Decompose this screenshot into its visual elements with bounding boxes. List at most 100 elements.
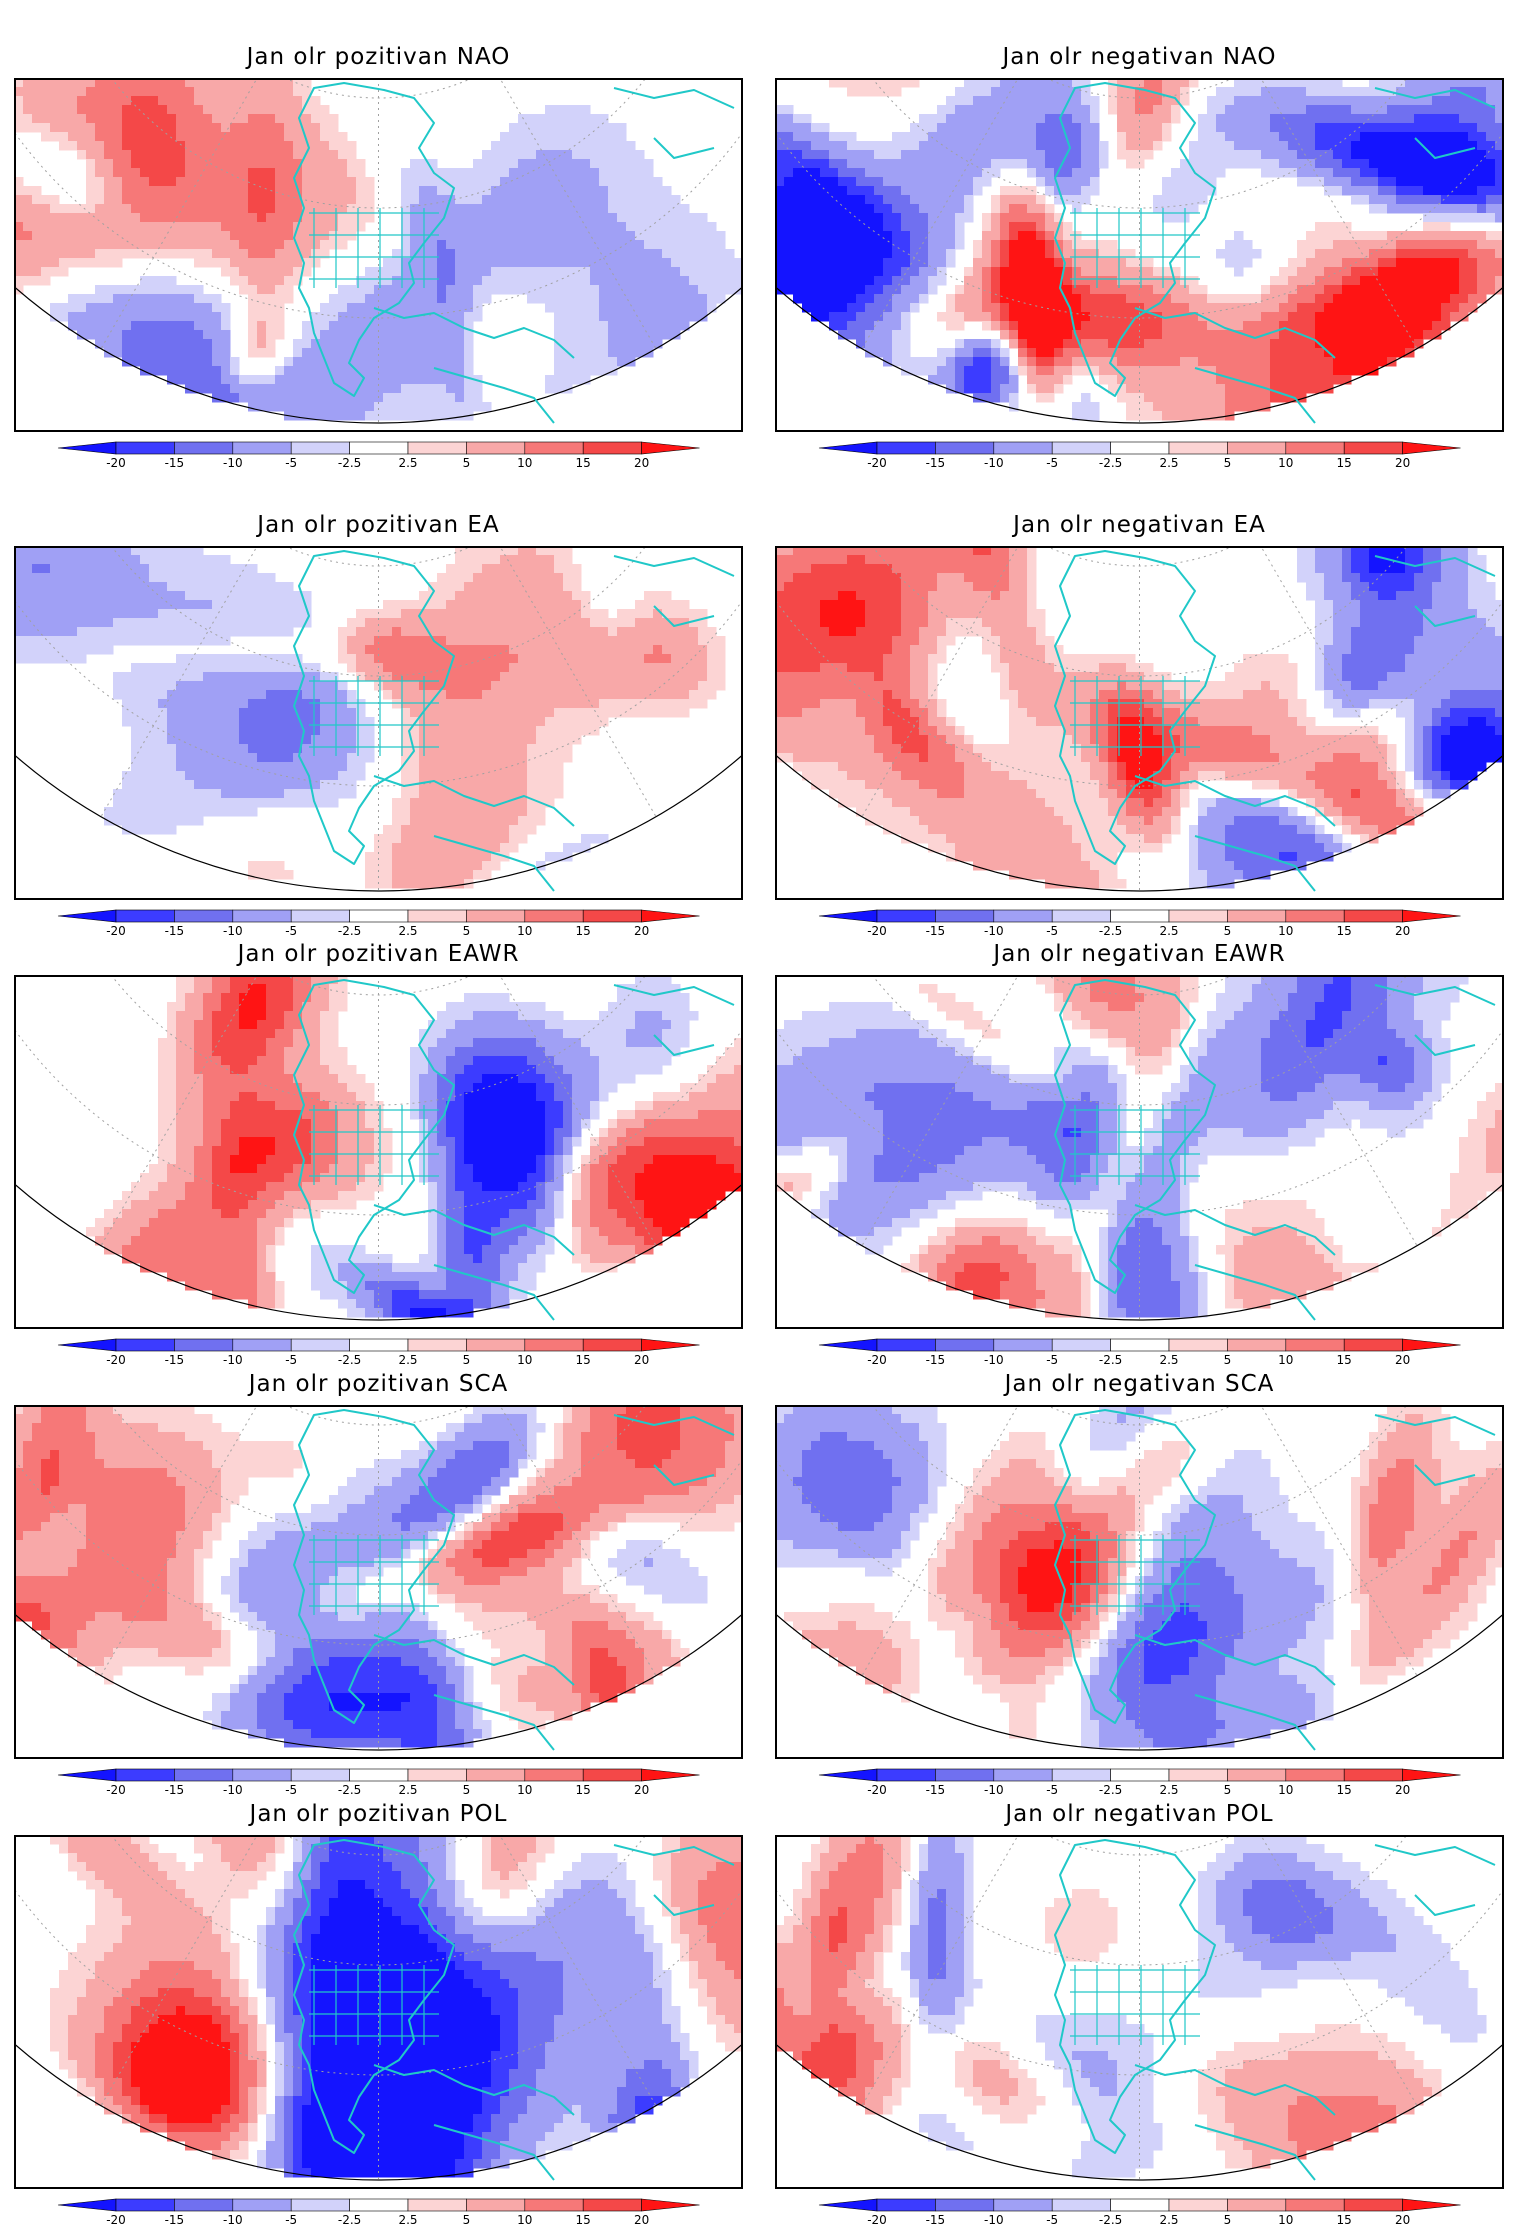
colorbar-segment: [350, 442, 408, 454]
panel-title: Jan olr pozitivan SCA: [14, 1371, 743, 1397]
colorbar-tick-label: 5: [463, 1783, 471, 1797]
colorbar-segment: [466, 442, 524, 454]
colorbar-segment: [350, 1769, 408, 1781]
colorbar-segment: [233, 1339, 291, 1351]
colorbar-arrow-high: [1403, 1769, 1461, 1781]
map-frame: [14, 1835, 743, 2189]
colorbar-tick-label: 10: [1278, 456, 1293, 470]
map-frame: [14, 78, 743, 432]
olr-anomaly-field: [16, 1407, 741, 1748]
colorbar-segment: [174, 1339, 232, 1351]
colorbar-tick-label: -2.5: [338, 2213, 361, 2227]
colorbar-tick-label: 5: [463, 924, 471, 938]
colorbar-tick-label: -2.5: [1099, 1353, 1122, 1367]
map-frame: [14, 1405, 743, 1759]
colorbar-tick-label: -15: [926, 2213, 946, 2227]
colorbar-segment: [1286, 442, 1344, 454]
colorbar-tick-label: 2.5: [398, 924, 417, 938]
olr-anomaly-field: [777, 1407, 1502, 1748]
colorbar-segment: [233, 442, 291, 454]
olr-anomaly-field: [777, 977, 1502, 1318]
colorbar-tick-label: 15: [1337, 1783, 1352, 1797]
colorbar-segment: [1227, 2199, 1285, 2211]
colorbar-segment: [877, 2199, 935, 2211]
colorbar-tick-label: 20: [634, 1353, 649, 1367]
colorbar-segment: [1227, 1339, 1285, 1351]
colorbar-segment: [525, 2199, 583, 2211]
colorbar-segment: [1052, 910, 1110, 922]
colorbar-tick-label: -20: [867, 1353, 887, 1367]
colorbar-segment: [935, 442, 993, 454]
colorbar-tick-label: 10: [517, 456, 532, 470]
colorbar-segment: [291, 1769, 349, 1781]
colorbar-tick-label: 15: [576, 1353, 591, 1367]
map-canvas: [16, 548, 741, 898]
colorbar-segment: [233, 2199, 291, 2211]
colorbar-segment: [174, 442, 232, 454]
colorbar-tick-label: -10: [984, 924, 1004, 938]
colorbar-segment: [1227, 910, 1285, 922]
colorbar-arrow-low: [819, 2199, 877, 2211]
colorbar-tick-label: -10: [223, 1783, 243, 1797]
colorbar-tick-label: -10: [984, 1783, 1004, 1797]
colorbar-tick-label: -5: [1046, 1353, 1058, 1367]
colorbar-segment: [408, 1339, 466, 1351]
colorbar-tick-label: 20: [1395, 456, 1410, 470]
colorbar-arrow-high: [642, 1339, 700, 1351]
panel-title: Jan olr pozitivan POL: [14, 1801, 743, 1827]
colorbar-segment: [994, 2199, 1052, 2211]
colorbar-tick-label: 15: [576, 2213, 591, 2227]
colorbar-tick-label: -10: [223, 1353, 243, 1367]
map-frame: [775, 1835, 1504, 2189]
colorbar-tick-label: -5: [285, 2213, 297, 2227]
colorbar-tick-label: 2.5: [398, 2213, 417, 2227]
panel-title: Jan olr pozitivan NAO: [14, 44, 743, 70]
colorbar-tick-label: 10: [517, 1353, 532, 1367]
colorbar-segment: [466, 1769, 524, 1781]
colorbar-tick-label: 20: [1395, 2213, 1410, 2227]
colorbar-tick-label: -20: [106, 456, 126, 470]
colorbar-segment: [525, 1769, 583, 1781]
colorbar-segment: [935, 2199, 993, 2211]
colorbar-tick-label: -5: [285, 924, 297, 938]
colorbar-segment: [466, 910, 524, 922]
colorbar-tick-label: -5: [285, 1783, 297, 1797]
colorbar-segment: [1052, 2199, 1110, 2211]
map-frame: [775, 975, 1504, 1329]
panel-title: Jan olr negativan SCA: [775, 1371, 1504, 1397]
colorbar-tick-label: -20: [867, 456, 887, 470]
colorbar-tick-label: -10: [984, 2213, 1004, 2227]
colorbar-segment: [525, 910, 583, 922]
colorbar-segment: [935, 1339, 993, 1351]
colorbar-tick-label: 2.5: [398, 1353, 417, 1367]
map-canvas: [16, 1837, 741, 2187]
colorbar-tick-label: 2.5: [1159, 456, 1178, 470]
colorbar-tick-label: -5: [1046, 2213, 1058, 2227]
colorbar-tick-label: -10: [984, 456, 1004, 470]
colorbar-segment: [994, 910, 1052, 922]
colorbar-arrow-low: [819, 910, 877, 922]
colorbar-tick-label: 5: [463, 456, 471, 470]
colorbar-tick-label: -10: [223, 924, 243, 938]
colorbar-segment: [1169, 1769, 1227, 1781]
colorbar-arrow-low: [58, 1769, 116, 1781]
colorbar-segment: [1344, 1769, 1402, 1781]
colorbar-segment: [1111, 1339, 1169, 1351]
colorbar-segment: [877, 910, 935, 922]
colorbar-tick-label: -5: [285, 1353, 297, 1367]
olr-anomaly-field: [777, 80, 1502, 421]
colorbar-tick-label: -2.5: [338, 1353, 361, 1367]
colorbar-segment: [1052, 1769, 1110, 1781]
